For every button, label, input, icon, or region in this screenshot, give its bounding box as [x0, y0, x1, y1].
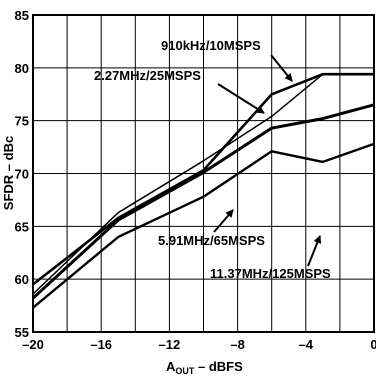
- y-axis-label: SFDR – dBc: [1, 136, 16, 210]
- series-line-3: [32, 142, 375, 309]
- x-axis-label: AOUT – dBFS: [166, 359, 243, 376]
- series-line-1: [32, 72, 374, 286]
- y-tick-label: 60: [15, 272, 29, 287]
- annotation-arrow: [213, 209, 234, 233]
- series-lines: [31, 72, 375, 309]
- annotation-arrow: [270, 54, 293, 82]
- y-tick-label: 75: [15, 114, 29, 129]
- x-tick-label: 0: [370, 337, 376, 352]
- label-910khz-10msps: 910kHz/10MSPS: [161, 38, 261, 53]
- y-tick-label: 80: [15, 61, 29, 76]
- y-tick-label: 65: [15, 219, 29, 234]
- x-tick-label: –4: [299, 337, 314, 352]
- label-11-37mhz-125msps: 11.37MHz/125MSPS: [210, 266, 331, 281]
- x-tick-label: –16: [90, 337, 112, 352]
- annotation-arrow: [307, 235, 322, 267]
- plot-frame: [32, 14, 375, 333]
- x-tick-label: –8: [230, 337, 244, 352]
- annotations: [213, 54, 322, 267]
- tick-labels: –20 –16 –12 –8 –4 0 55 60 65 70 75 80 85: [15, 8, 376, 352]
- label-5-91mhz-65msps: 5.91MHz/65MSPS: [158, 233, 265, 248]
- x-tick-label: –20: [22, 337, 44, 352]
- label-2-27mhz-25msps: 2.27MHz/25MSPS: [94, 68, 201, 83]
- y-tick-label: 85: [15, 8, 29, 23]
- y-tick-label: 70: [15, 167, 29, 182]
- x-tick-label: –12: [159, 337, 181, 352]
- y-tick-label: 55: [15, 325, 29, 340]
- series-line-2: [31, 103, 375, 300]
- annotation-arrow: [217, 83, 265, 114]
